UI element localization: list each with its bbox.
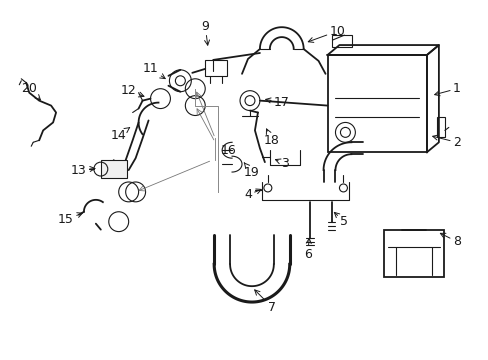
Text: 10: 10 [307, 24, 345, 42]
Bar [205, 60, 226, 76]
Text: 13: 13 [71, 163, 95, 176]
Bar [327, 55, 426, 152]
Text: 14: 14 [111, 127, 129, 142]
Bar [436, 117, 444, 137]
Text: 5: 5 [334, 212, 348, 228]
Text: 12: 12 [121, 84, 143, 97]
Text: 15: 15 [58, 213, 82, 226]
Bar [101, 160, 126, 178]
Text: 7: 7 [254, 290, 275, 314]
Text: 3: 3 [275, 157, 288, 170]
Text: 6: 6 [303, 238, 311, 261]
Text: 11: 11 [142, 62, 165, 78]
Text: 18: 18 [264, 129, 279, 147]
Text: 9: 9 [201, 20, 209, 45]
Text: 1: 1 [434, 82, 460, 96]
Text: 19: 19 [244, 163, 259, 179]
Text: 17: 17 [265, 96, 289, 109]
Text: 20: 20 [21, 82, 41, 100]
Text: 2: 2 [432, 135, 460, 149]
Bar [332, 35, 352, 47]
Text: 8: 8 [440, 233, 460, 248]
Bar [384, 230, 443, 277]
Text: 16: 16 [220, 144, 236, 157]
Text: 4: 4 [244, 188, 261, 201]
